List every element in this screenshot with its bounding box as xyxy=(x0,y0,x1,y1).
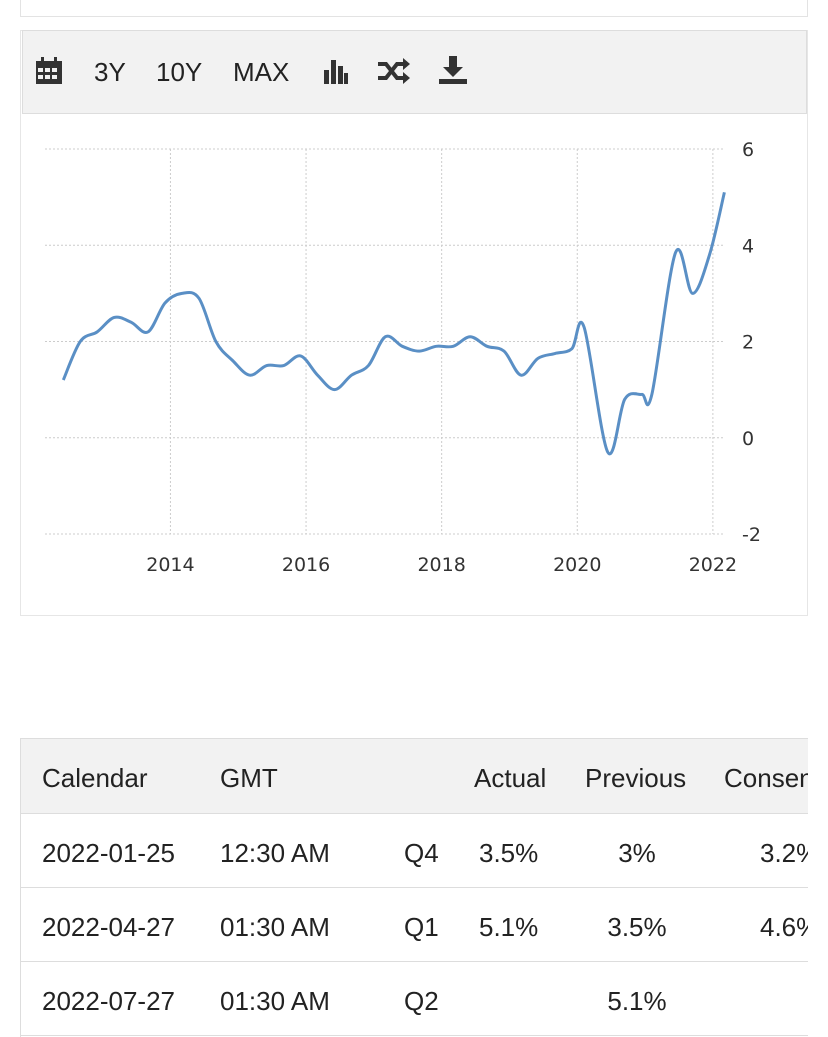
table-cell: 3.2% xyxy=(760,838,808,868)
download-icon[interactable] xyxy=(438,55,468,85)
table-cell: 2022-04-27 xyxy=(42,912,175,942)
x-tick-label: 2020 xyxy=(553,554,601,576)
table-cell: Q4 xyxy=(404,838,439,868)
table-cell: Q1 xyxy=(404,912,439,942)
table-cell: 5.1% xyxy=(479,912,539,942)
range-button[interactable]: 10Y xyxy=(156,57,203,87)
x-tick-label: 2016 xyxy=(282,554,330,576)
y-tick-label: 0 xyxy=(742,428,754,450)
x-tick-label: 2014 xyxy=(146,554,194,576)
header-cell: Consensus xyxy=(724,763,808,793)
table-row: 2022-07-27 01:30 AM Q2 5.1% xyxy=(21,962,808,1036)
bar-icon[interactable] xyxy=(322,57,350,85)
top-strip xyxy=(20,0,808,17)
range-button[interactable]: 3Y xyxy=(94,57,126,87)
calendar-icon[interactable] xyxy=(35,57,63,85)
table-cell: 2022-07-27 xyxy=(42,986,175,1016)
calendar-table: Calendar GMT Actual Previous Consensus 2… xyxy=(20,738,808,1037)
y-tick-label: 2 xyxy=(742,332,754,354)
header-cell: Calendar xyxy=(42,763,148,793)
header-cell: GMT xyxy=(220,763,278,793)
header-cell: Previous xyxy=(585,763,687,793)
table-cell: 2022-01-25 xyxy=(42,838,175,868)
table-cell: 01:30 AM xyxy=(220,912,330,942)
x-tick-label: 2022 xyxy=(689,554,737,576)
header-cell: Actual xyxy=(474,763,547,793)
y-tick-label: -2 xyxy=(742,524,761,546)
table-cell: 4.6% xyxy=(760,912,808,942)
range-button[interactable]: MAX xyxy=(233,57,290,87)
data-line xyxy=(61,191,726,456)
y-tick-label: 6 xyxy=(742,139,754,161)
toolbar: 3Y 10Y MAX xyxy=(22,30,807,114)
table-header: Calendar GMT Actual Previous Consensus xyxy=(21,739,808,814)
table-cell: 3.5% xyxy=(479,838,539,868)
table-cell: Q2 xyxy=(404,986,439,1016)
y-tick-label: 4 xyxy=(742,235,754,257)
chart: -2 0 2 4 6 2014 2016 2018 2020 2022 xyxy=(45,139,761,576)
table-cell: 01:30 AM xyxy=(220,986,330,1016)
table-cell: 12:30 AM xyxy=(220,838,330,868)
shuffle-icon[interactable] xyxy=(377,57,411,85)
x-tick-label: 2018 xyxy=(417,554,465,576)
